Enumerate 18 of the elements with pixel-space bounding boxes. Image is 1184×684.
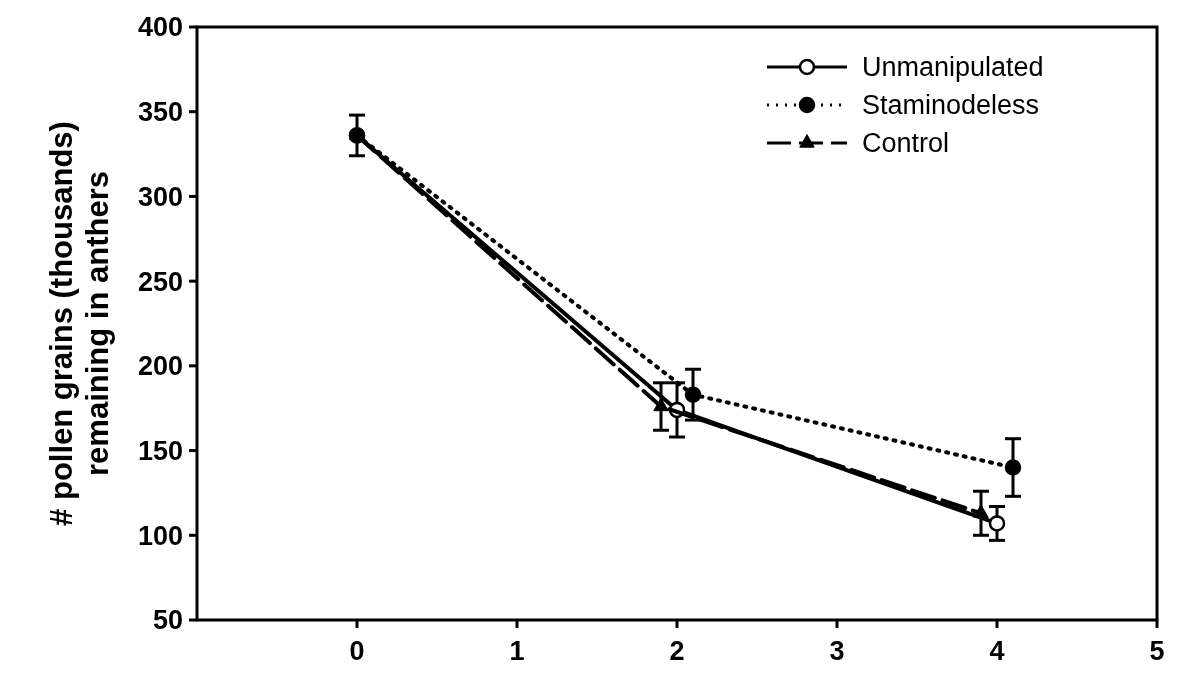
- x-tick-label: 4: [989, 636, 1005, 666]
- legend-label: Staminodeless: [862, 90, 1040, 121]
- y-axis-title: # pollen grains (thousands) remaining in anthers: [44, 121, 115, 526]
- x-tick-label: 2: [669, 636, 685, 666]
- y-tick-label: 250: [137, 266, 183, 297]
- y-tick-label: 100: [137, 520, 183, 551]
- x-tick-label: 3: [829, 636, 845, 666]
- legend-label: Unmanipulated: [862, 52, 1044, 83]
- y-tick-label: 150: [137, 436, 183, 467]
- y-tick-label: 200: [137, 351, 183, 382]
- y-tick-label: 350: [137, 97, 183, 128]
- y-tick-label: 400: [137, 12, 183, 43]
- y-tick-label: 300: [137, 181, 183, 212]
- x-tick-label: 0: [349, 636, 365, 666]
- x-tick-label: 1: [509, 636, 525, 666]
- x-tick-label: 5: [1149, 636, 1165, 666]
- legend-label: Control: [862, 128, 950, 159]
- y-tick-label: 50: [152, 605, 183, 636]
